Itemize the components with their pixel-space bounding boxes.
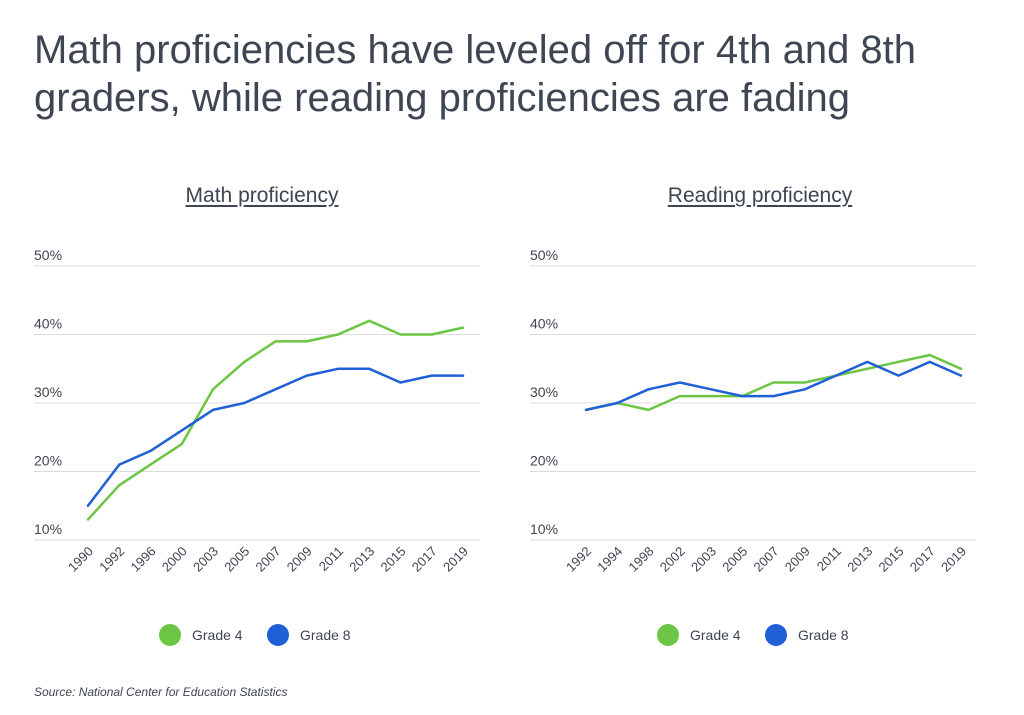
y-tick-label: 20%: [530, 453, 558, 469]
x-tick-label: 2007: [751, 544, 782, 575]
reading-chart-title: Reading proficiency: [667, 184, 853, 207]
x-tick-label: 1992: [563, 544, 594, 575]
series-line-grade-8: [86, 367, 465, 508]
y-tick-label: 50%: [530, 247, 558, 263]
x-tick-label: 1998: [626, 544, 657, 575]
x-tick-label: 2017: [907, 544, 938, 575]
x-tick-label: 2009: [782, 544, 813, 575]
series-line-grade-4: [584, 353, 963, 412]
legend-label: Grade 4: [192, 627, 243, 643]
math-chart-title: Math proficiency: [185, 184, 339, 207]
y-tick-label: 40%: [530, 316, 558, 332]
x-tick-label: 2005: [719, 544, 750, 575]
legend-label: Grade 8: [798, 627, 849, 643]
y-tick-label: 10%: [34, 521, 62, 537]
legend-swatch-grade-8: [765, 624, 787, 646]
series-line-grade-4: [86, 319, 465, 521]
y-tick-label: 40%: [34, 316, 62, 332]
x-tick-label: 2019: [938, 544, 969, 575]
page-headline: Math proficiencies have leveled off for …: [34, 28, 917, 120]
legend-swatch-grade-4: [657, 624, 679, 646]
x-tick-label: 1994: [594, 544, 625, 575]
y-tick-label: 30%: [530, 384, 558, 400]
x-tick-label: 2015: [876, 544, 907, 575]
y-tick-label: 30%: [34, 384, 62, 400]
legend-label: Grade 4: [690, 627, 741, 643]
series-line-grade-8: [584, 360, 963, 412]
legend-label: Grade 8: [300, 627, 351, 643]
legend-swatch-grade-8: [267, 624, 289, 646]
x-tick-label: 2002: [657, 544, 688, 575]
y-tick-label: 10%: [530, 521, 558, 537]
source-note: Source: National Center for Education St…: [34, 685, 288, 699]
y-tick-label: 20%: [34, 453, 62, 469]
x-tick-label: 2013: [844, 544, 875, 575]
x-tick-label: 2011: [814, 544, 844, 574]
y-tick-label: 50%: [34, 247, 62, 263]
legend-swatch-grade-4: [159, 624, 181, 646]
x-tick-label: 2003: [688, 544, 719, 575]
